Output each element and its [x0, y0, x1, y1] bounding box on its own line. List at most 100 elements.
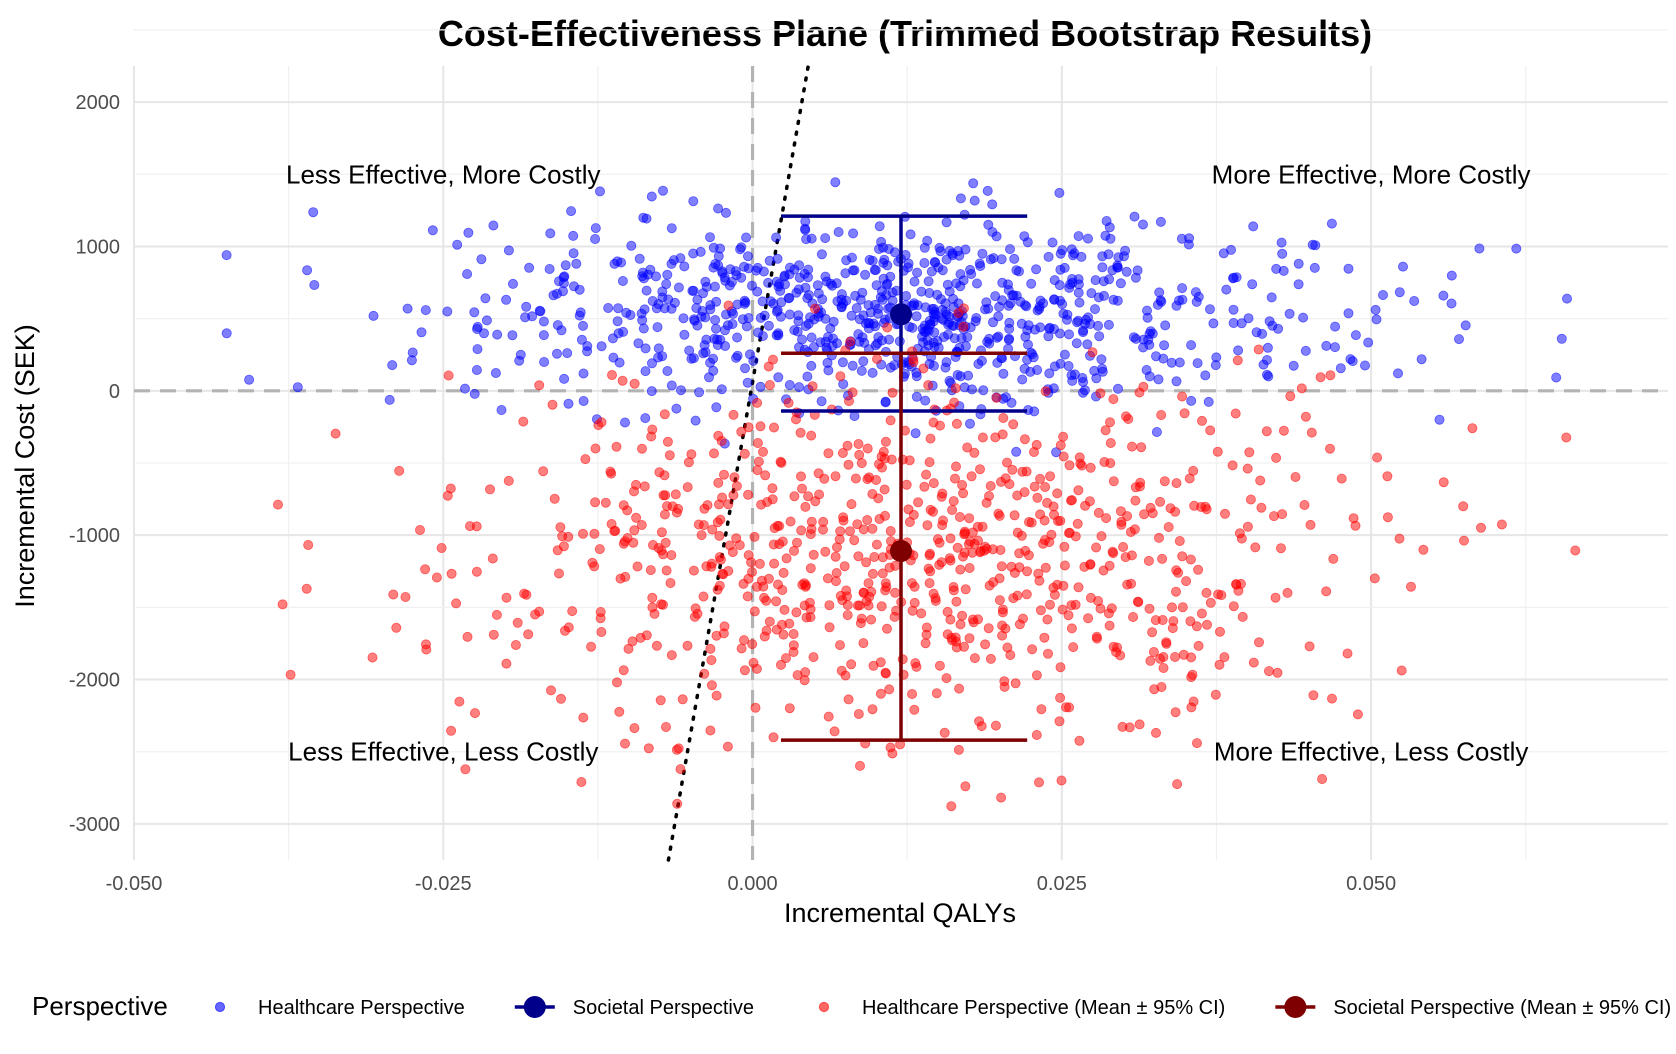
bootstrap-point [1035, 473, 1046, 484]
bootstrap-point [858, 356, 869, 367]
bootstrap-point [852, 600, 863, 611]
bootstrap-point [1073, 274, 1084, 285]
bootstrap-point [947, 320, 958, 331]
bootstrap-point [1177, 391, 1188, 402]
bootstrap-point [699, 503, 710, 514]
bootstrap-point [825, 278, 836, 289]
bootstrap-point [969, 195, 980, 206]
bootstrap-point [952, 542, 963, 553]
bootstrap-point [755, 421, 766, 432]
bootstrap-point [849, 535, 860, 546]
bootstrap-point [921, 469, 932, 480]
bootstrap-point [1127, 441, 1138, 452]
bootstrap-point [937, 265, 948, 276]
bootstrap-point [806, 430, 817, 441]
bootstrap-point [785, 516, 796, 527]
bootstrap-point [890, 587, 901, 598]
bootstrap-point [501, 592, 512, 603]
bootstrap-point [391, 622, 402, 633]
bootstrap-point [880, 436, 891, 447]
bootstrap-point [997, 604, 1008, 615]
bootstrap-point [613, 303, 624, 314]
bootstrap-point [901, 479, 912, 490]
bootstrap-point [769, 558, 780, 569]
bootstrap-point [925, 548, 936, 559]
bootstrap-point [800, 501, 811, 512]
bootstrap-point [308, 207, 319, 218]
bootstrap-point [1245, 494, 1256, 505]
bootstrap-point [908, 354, 919, 365]
bootstrap-point [911, 371, 922, 382]
legend-key-point [818, 1001, 830, 1013]
bootstrap-point [1063, 610, 1074, 621]
bootstrap-point [860, 269, 871, 280]
bootstrap-point [791, 607, 802, 618]
bootstrap-point [1138, 219, 1149, 230]
bootstrap-point [981, 497, 992, 508]
bootstrap-point [858, 524, 869, 535]
bootstrap-point [562, 348, 573, 359]
bootstrap-point [471, 323, 482, 334]
bootstrap-point [1040, 481, 1051, 492]
bootstrap-point [1317, 774, 1328, 785]
bootstrap-point [1104, 620, 1115, 631]
bootstrap-point [751, 663, 762, 674]
bootstrap-point [846, 499, 857, 510]
bootstrap-point [881, 289, 892, 300]
bootstrap-point [656, 545, 667, 556]
bootstrap-point [955, 564, 966, 575]
bootstrap-point [934, 559, 945, 570]
bootstrap-point [884, 562, 895, 573]
bootstrap-point [929, 256, 940, 267]
bootstrap-point [707, 524, 718, 535]
bootstrap-point [1108, 394, 1119, 405]
bootstrap-point [1043, 251, 1054, 262]
bootstrap-point [1066, 495, 1077, 506]
bootstrap-point [1059, 349, 1070, 360]
bootstrap-point [462, 631, 473, 642]
bootstrap-point [1073, 582, 1084, 593]
bootstrap-point [639, 481, 650, 492]
bootstrap-point [1167, 602, 1178, 613]
bootstrap-point [1152, 299, 1163, 310]
bootstrap-point [487, 553, 498, 564]
bootstrap-point [837, 357, 848, 368]
bootstrap-point [633, 338, 644, 349]
bootstrap-point [1382, 512, 1393, 523]
bootstrap-point [654, 467, 665, 478]
bootstrap-point [1233, 345, 1244, 356]
bootstrap-point [846, 310, 857, 321]
bootstrap-point [709, 281, 720, 292]
bootstrap-point [758, 446, 769, 457]
bootstrap-point [501, 294, 512, 305]
bootstrap-point [1172, 779, 1183, 790]
bootstrap-point [925, 504, 936, 515]
bootstrap-point [1476, 522, 1487, 533]
bootstrap-point [920, 302, 931, 313]
bootstrap-point [658, 599, 669, 610]
bootstrap-point [884, 684, 895, 695]
bootstrap-point [688, 565, 699, 576]
bootstrap-point [1008, 419, 1019, 430]
bootstrap-point [575, 307, 586, 318]
bootstrap-point [1446, 270, 1457, 281]
bootstrap-point [791, 287, 802, 298]
bootstrap-point [905, 229, 916, 240]
bootstrap-point [1288, 360, 1299, 371]
bootstrap-point [773, 372, 784, 383]
bootstrap-point [1031, 670, 1042, 681]
bootstrap-point [1045, 599, 1056, 610]
bootstrap-point [1183, 239, 1194, 250]
bootstrap-point [1074, 735, 1085, 746]
bootstrap-point [908, 509, 919, 520]
bootstrap-point [706, 561, 717, 572]
bootstrap-point [736, 426, 747, 437]
bootstrap-point [1237, 611, 1248, 622]
bootstrap-point [946, 801, 957, 812]
bootstrap-point [944, 553, 955, 564]
bootstrap-point [743, 251, 754, 262]
bootstrap-point [875, 657, 886, 668]
bootstrap-point [277, 599, 288, 610]
bootstrap-point [878, 446, 889, 457]
bootstrap-point [1009, 510, 1020, 521]
